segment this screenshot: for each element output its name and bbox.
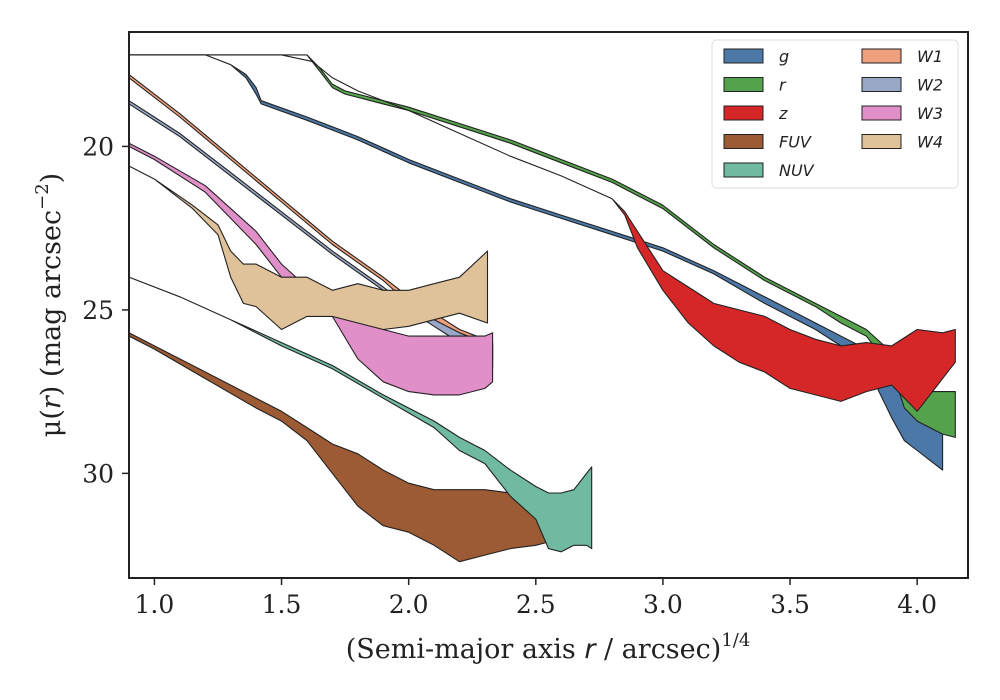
band-nuv	[129, 276, 593, 553]
y-axis-title: μ(r) (mag arcsec−2)	[32, 173, 67, 437]
legend-label-g: g	[779, 47, 789, 66]
x-axis-title: (Semi-major axis r / arcsec)1/4	[346, 630, 751, 665]
legend-swatch-fuv	[723, 134, 764, 149]
x-tick-label: 3.0	[643, 590, 683, 619]
legend-label-w1: W1	[917, 47, 943, 66]
x-tick-label: 3.5	[770, 590, 810, 619]
legend-label-w3: W3	[917, 104, 943, 123]
legend-label-fuv: FUV	[779, 133, 812, 152]
plot-frame	[128, 31, 969, 579]
legend-swatch-w2	[861, 77, 902, 92]
band-fuv	[129, 332, 562, 563]
legend: grz FUV NUV W1 W2 W3 W4	[711, 39, 959, 189]
x-tick-label: 2.0	[389, 590, 429, 619]
band-r	[129, 54, 956, 438]
legend-label-r: r	[779, 76, 787, 95]
band-w2	[129, 100, 494, 370]
y-tick-label: 30	[82, 459, 114, 488]
legend-label-z: z	[778, 104, 788, 123]
legend-label-nuv: NUV	[779, 161, 815, 180]
band-g	[129, 54, 944, 471]
legend-label-w2: W2	[917, 76, 943, 95]
series-bands	[129, 54, 956, 563]
y-tick-label: 25	[82, 296, 114, 325]
band-w4	[129, 165, 489, 331]
legend-swatch-w4	[861, 134, 902, 149]
legend-label-w4: W4	[917, 133, 943, 152]
x-tick-label: 2.5	[516, 590, 556, 619]
legend-swatch-z	[723, 105, 764, 121]
x-tick-label: 1.5	[262, 590, 302, 619]
y-tick-label: 20	[82, 132, 114, 161]
legend-swatch-w3	[861, 105, 902, 121]
legend-swatch-r	[723, 77, 764, 92]
x-axis-ticks: 1.0 1.5 2.0 2.5 3.0 3.5 4.0	[135, 578, 937, 619]
legend-swatch-w1	[861, 48, 902, 64]
x-tick-label: 4.0	[897, 590, 937, 619]
legend-swatch-nuv	[723, 162, 764, 178]
x-tick-label: 1.0	[135, 590, 175, 619]
legend-swatch-g	[723, 48, 764, 64]
band-z	[129, 54, 956, 412]
y-axis-ticks: 20 25 30	[82, 132, 129, 488]
